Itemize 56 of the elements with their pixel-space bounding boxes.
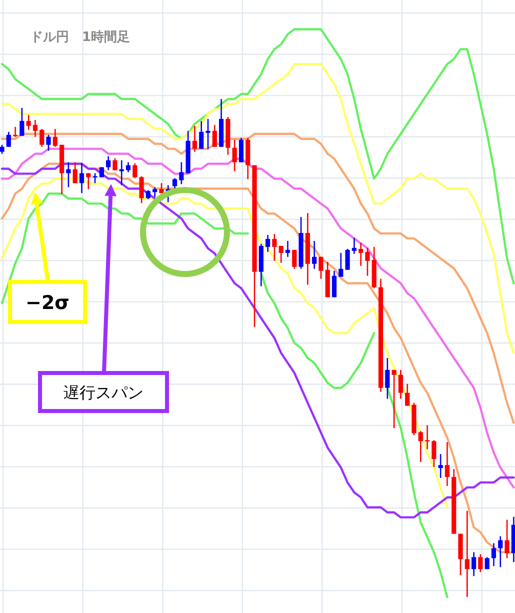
candlestick bbox=[152, 186, 158, 198]
candlestick bbox=[206, 118, 210, 150]
candlestick bbox=[132, 162, 138, 179]
candlestick bbox=[272, 233, 277, 262]
candlestick bbox=[405, 383, 410, 406]
candlestick bbox=[438, 453, 443, 479]
candlestick bbox=[79, 162, 84, 194]
candlestick bbox=[278, 245, 284, 264]
candlestick bbox=[119, 160, 124, 186]
candlestick bbox=[392, 369, 396, 429]
candlestick bbox=[332, 270, 337, 298]
candlestick bbox=[312, 240, 317, 270]
annotation: 遅行スパン bbox=[64, 382, 144, 402]
candlestick bbox=[385, 357, 390, 400]
candlestick bbox=[106, 156, 111, 171]
candlestick bbox=[20, 107, 24, 136]
candlestick bbox=[365, 247, 370, 276]
candlestick bbox=[72, 162, 78, 184]
candlestick bbox=[66, 162, 71, 188]
candlestick bbox=[504, 519, 510, 559]
candlestick bbox=[26, 114, 31, 131]
candlestick bbox=[491, 542, 496, 567]
candlestick bbox=[464, 510, 470, 598]
candlestick bbox=[92, 172, 98, 184]
candlestick bbox=[52, 128, 58, 148]
candlestick bbox=[139, 176, 144, 204]
candlestick bbox=[199, 120, 204, 150]
candlestick bbox=[86, 172, 91, 190]
candlestick bbox=[418, 430, 423, 463]
candlestick bbox=[179, 162, 184, 185]
candlestick bbox=[6, 131, 11, 148]
candlestick bbox=[212, 124, 217, 148]
candlestick bbox=[478, 554, 483, 573]
candlestick bbox=[232, 139, 237, 172]
candlestick bbox=[266, 234, 270, 253]
candlestick bbox=[432, 439, 436, 468]
annotation: −2σ bbox=[26, 292, 70, 314]
candlestick bbox=[352, 237, 356, 255]
candlestick bbox=[345, 248, 350, 270]
candlestick bbox=[472, 552, 476, 577]
candlestick bbox=[398, 369, 404, 400]
candlestick bbox=[192, 125, 198, 152]
candlestick bbox=[338, 252, 344, 278]
candlestick bbox=[318, 256, 324, 280]
candlestick bbox=[444, 441, 450, 487]
candlestick bbox=[358, 242, 364, 266]
chart-title: ドル円 1時間足 bbox=[30, 30, 130, 45]
candlestick bbox=[46, 134, 51, 152]
candlestick bbox=[498, 536, 503, 568]
candlestick bbox=[40, 128, 44, 148]
candlestick bbox=[292, 249, 297, 270]
candlestick bbox=[424, 424, 430, 450]
candlestick bbox=[238, 137, 244, 163]
candlestick bbox=[126, 162, 131, 173]
candlestick bbox=[285, 240, 290, 258]
candlestick bbox=[32, 119, 38, 138]
